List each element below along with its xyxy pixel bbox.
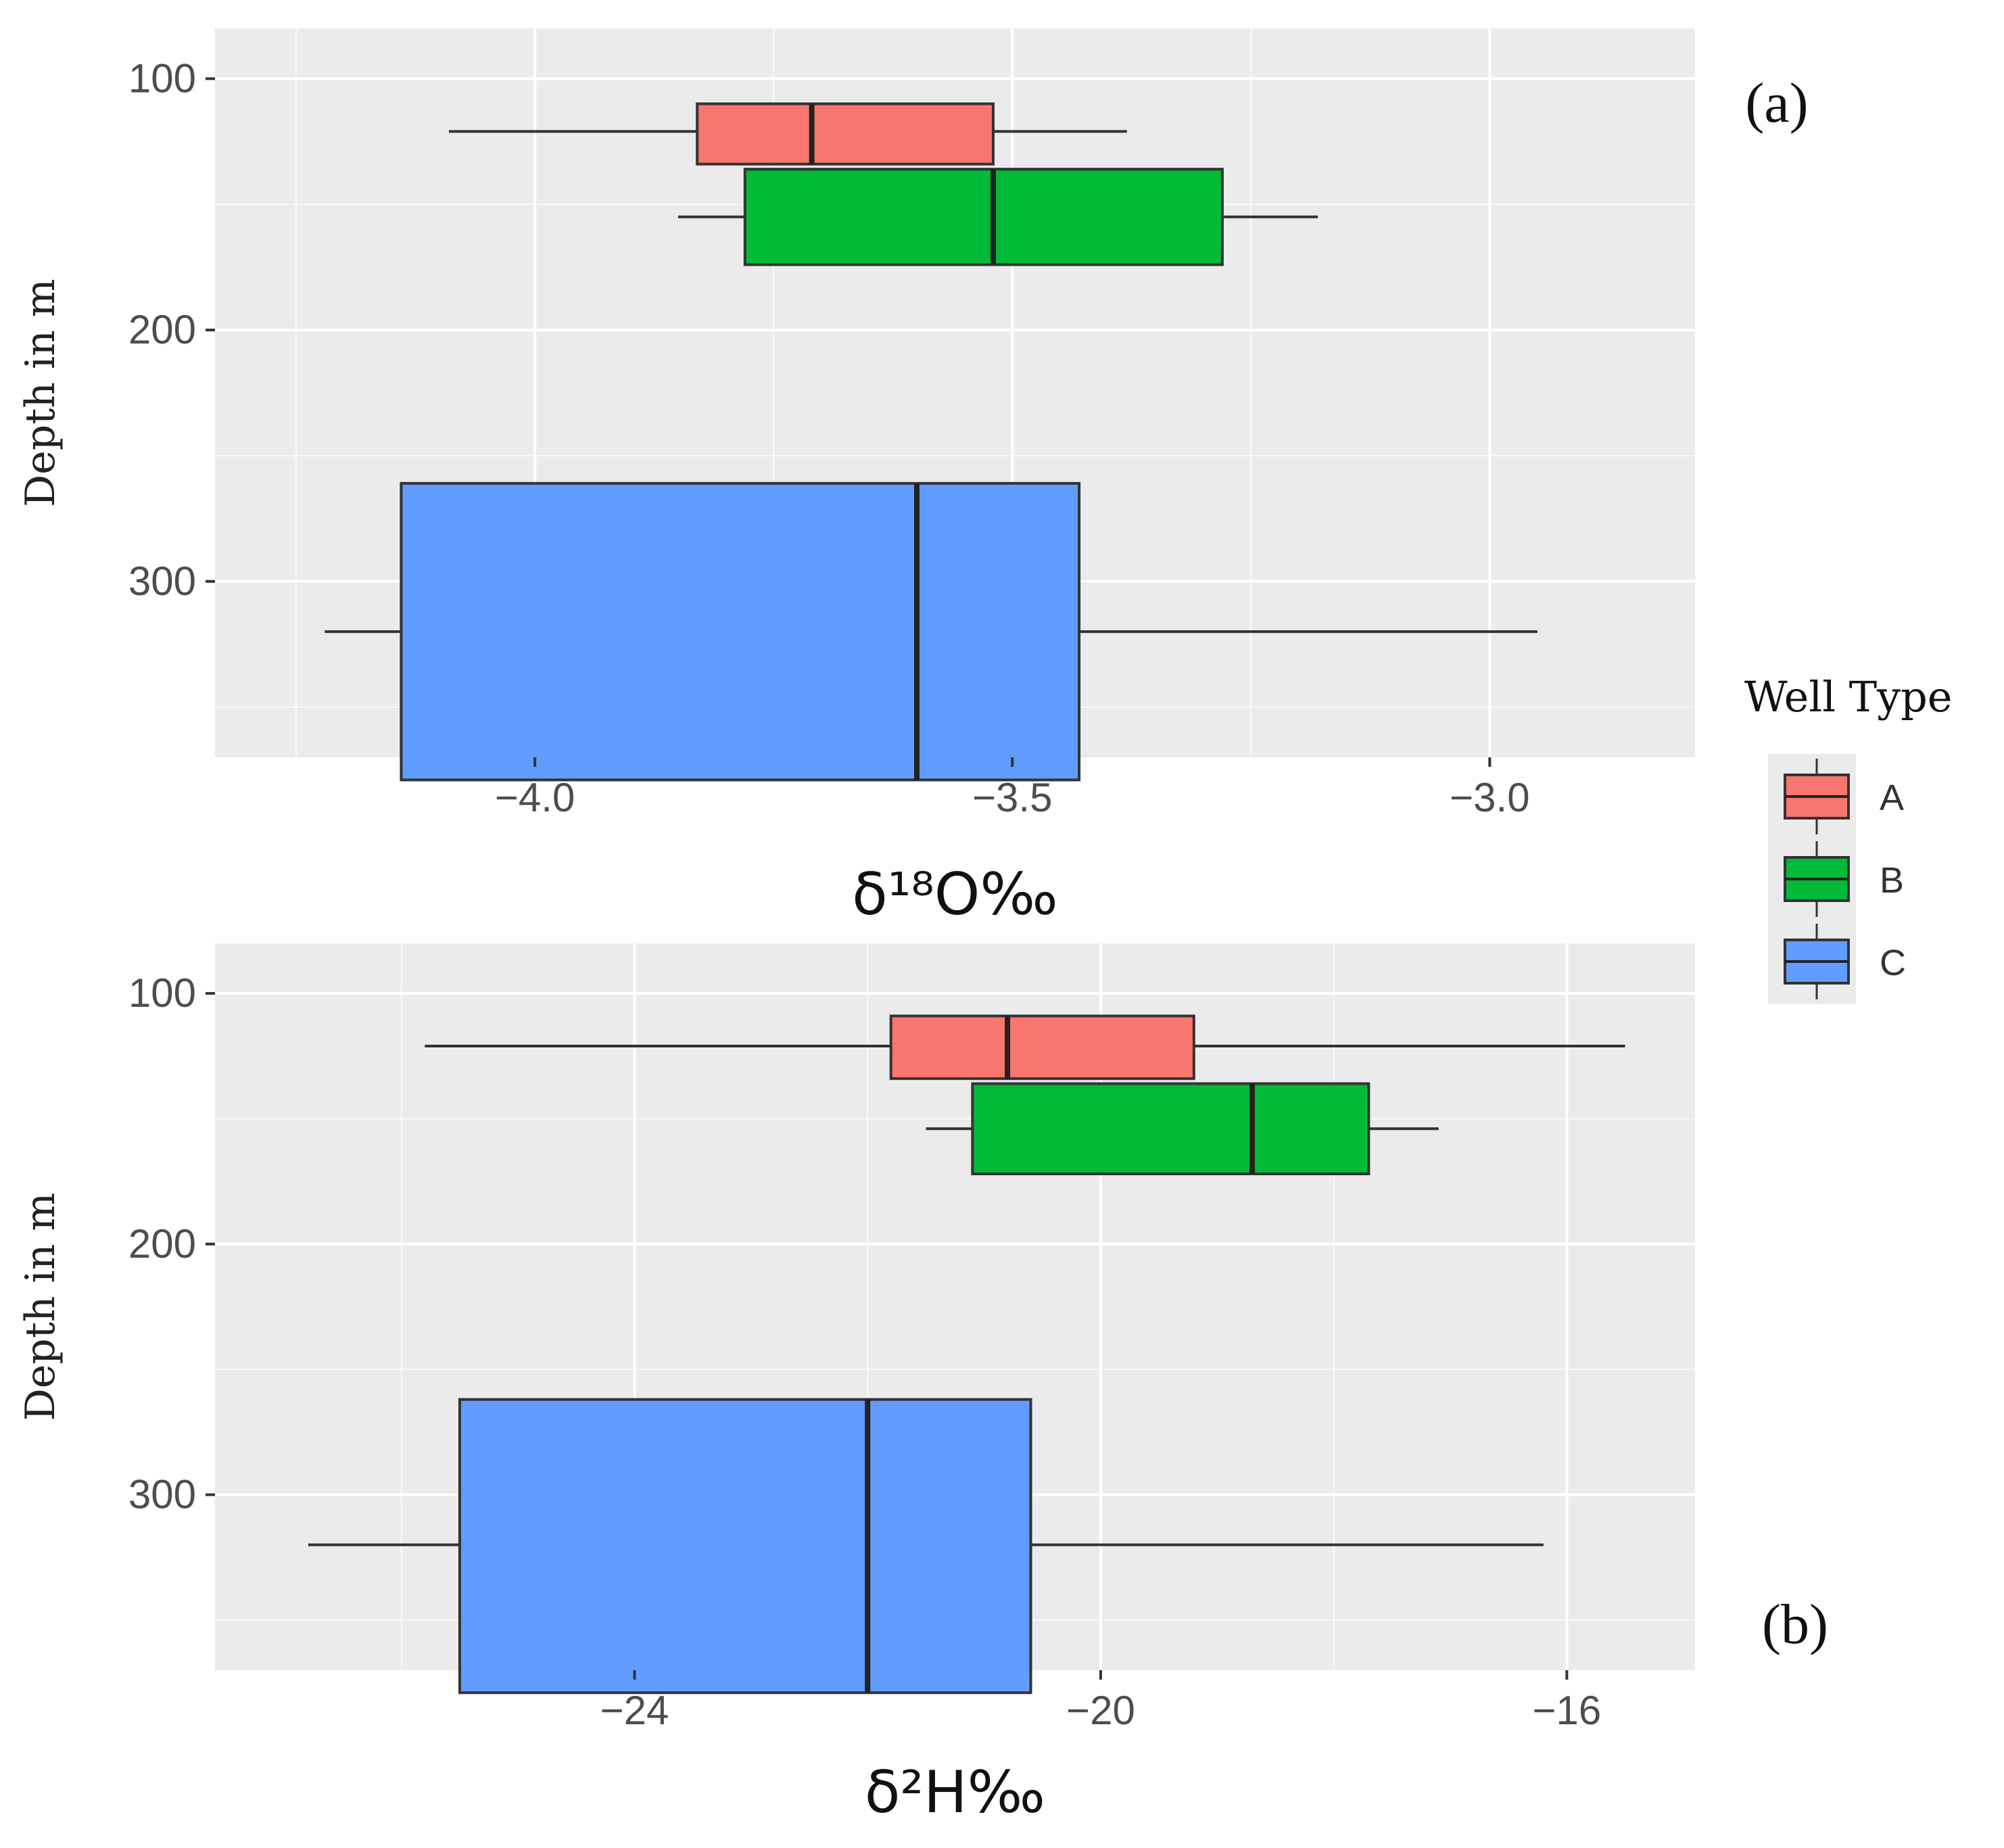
legend: Well Type A B C <box>1744 672 1953 1004</box>
box-b <box>743 168 1224 266</box>
y-axis-title: Depth in m <box>17 279 64 507</box>
legend-label-c: C <box>1880 943 1906 983</box>
x-tick-label: −24 <box>600 1688 669 1733</box>
x-axis-title: δ²H‰ <box>865 1759 1045 1826</box>
box-c <box>458 1398 1032 1695</box>
box-a <box>696 102 995 166</box>
box-a <box>889 1014 1195 1081</box>
panel-label: (b) <box>1762 1593 1828 1656</box>
x-tick-label: −16 <box>1533 1688 1602 1733</box>
legend-title: Well Type <box>1744 672 1953 721</box>
y-tick-label: 100 <box>128 55 196 101</box>
y-tick-label: 200 <box>128 1221 196 1266</box>
y-tick-label: 100 <box>128 970 196 1016</box>
x-tick-label: −4.0 <box>495 775 575 820</box>
panel-b: −24 −20 −16 100 200 300 δ²H‰ Depth in m (b) <box>17 943 1828 1826</box>
x-tick-label: −20 <box>1066 1688 1135 1733</box>
panel-label: (a) <box>1745 72 1808 135</box>
y-tick-label: 300 <box>128 559 196 604</box>
panel-a: −4.0 −3.5 −3.0 100 200 300 δ¹⁸O‰ Depth in m (a) <box>17 28 1809 928</box>
box-b <box>971 1082 1370 1176</box>
y-tick-label: 300 <box>128 1472 196 1517</box>
legend-label-a: A <box>1880 778 1904 818</box>
y-axis-title: Depth in m <box>17 1193 64 1421</box>
box-c <box>400 481 1081 782</box>
x-tick-label: −3.5 <box>972 775 1052 820</box>
y-tick-label: 200 <box>128 307 196 352</box>
x-axis-title: δ¹⁸O‰ <box>852 861 1058 928</box>
legend-label-b: B <box>1880 860 1904 901</box>
x-tick-label: −3.0 <box>1450 775 1529 820</box>
